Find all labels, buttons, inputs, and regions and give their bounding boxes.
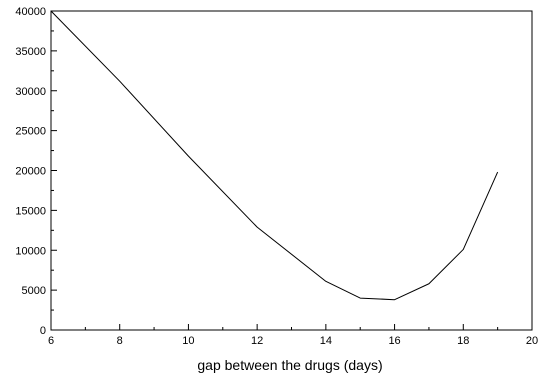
x-tick-label: 14 [320, 335, 332, 347]
x-tick-label: 16 [388, 335, 400, 347]
data-point [50, 10, 53, 13]
y-tick-label: 20000 [15, 166, 46, 178]
x-tick-label: 6 [48, 335, 54, 347]
y-tick-label: 5000 [22, 285, 46, 297]
x-tick-label: 10 [182, 335, 194, 347]
data-point [496, 171, 499, 174]
y-tick-label: 0 [40, 325, 46, 337]
y-tick-label: 15000 [15, 205, 46, 217]
y-tick-label: 30000 [15, 86, 46, 98]
data-point [462, 248, 465, 251]
data-point [256, 226, 259, 229]
x-axis-ticks: 6 8 10 12 14 16 18 20 [48, 324, 538, 347]
data-point [187, 155, 190, 158]
series-line [50, 10, 499, 301]
y-tick-label: 35000 [15, 46, 46, 58]
y-tick-label: 10000 [15, 245, 46, 257]
data-point [393, 298, 396, 301]
y-tick-label: 25000 [15, 126, 46, 138]
data-point [324, 280, 327, 283]
x-tick-label: 8 [117, 335, 123, 347]
data-point [427, 282, 430, 285]
y-axis-ticks: 0 5000 10000 15000 20000 25000 30000 35000 40000 [15, 6, 57, 337]
series-group [50, 10, 499, 301]
x-tick-label: 20 [526, 335, 538, 347]
y-tick-label: 40000 [15, 6, 46, 18]
data-point [359, 297, 362, 300]
plot-frame [50, 10, 533, 331]
x-tick-label: 18 [457, 335, 469, 347]
x-axis-title: gap between the drugs (days) [197, 357, 382, 373]
x-tick-label: 12 [251, 335, 263, 347]
data-point [118, 80, 121, 83]
plot-frame-group [50, 10, 533, 331]
